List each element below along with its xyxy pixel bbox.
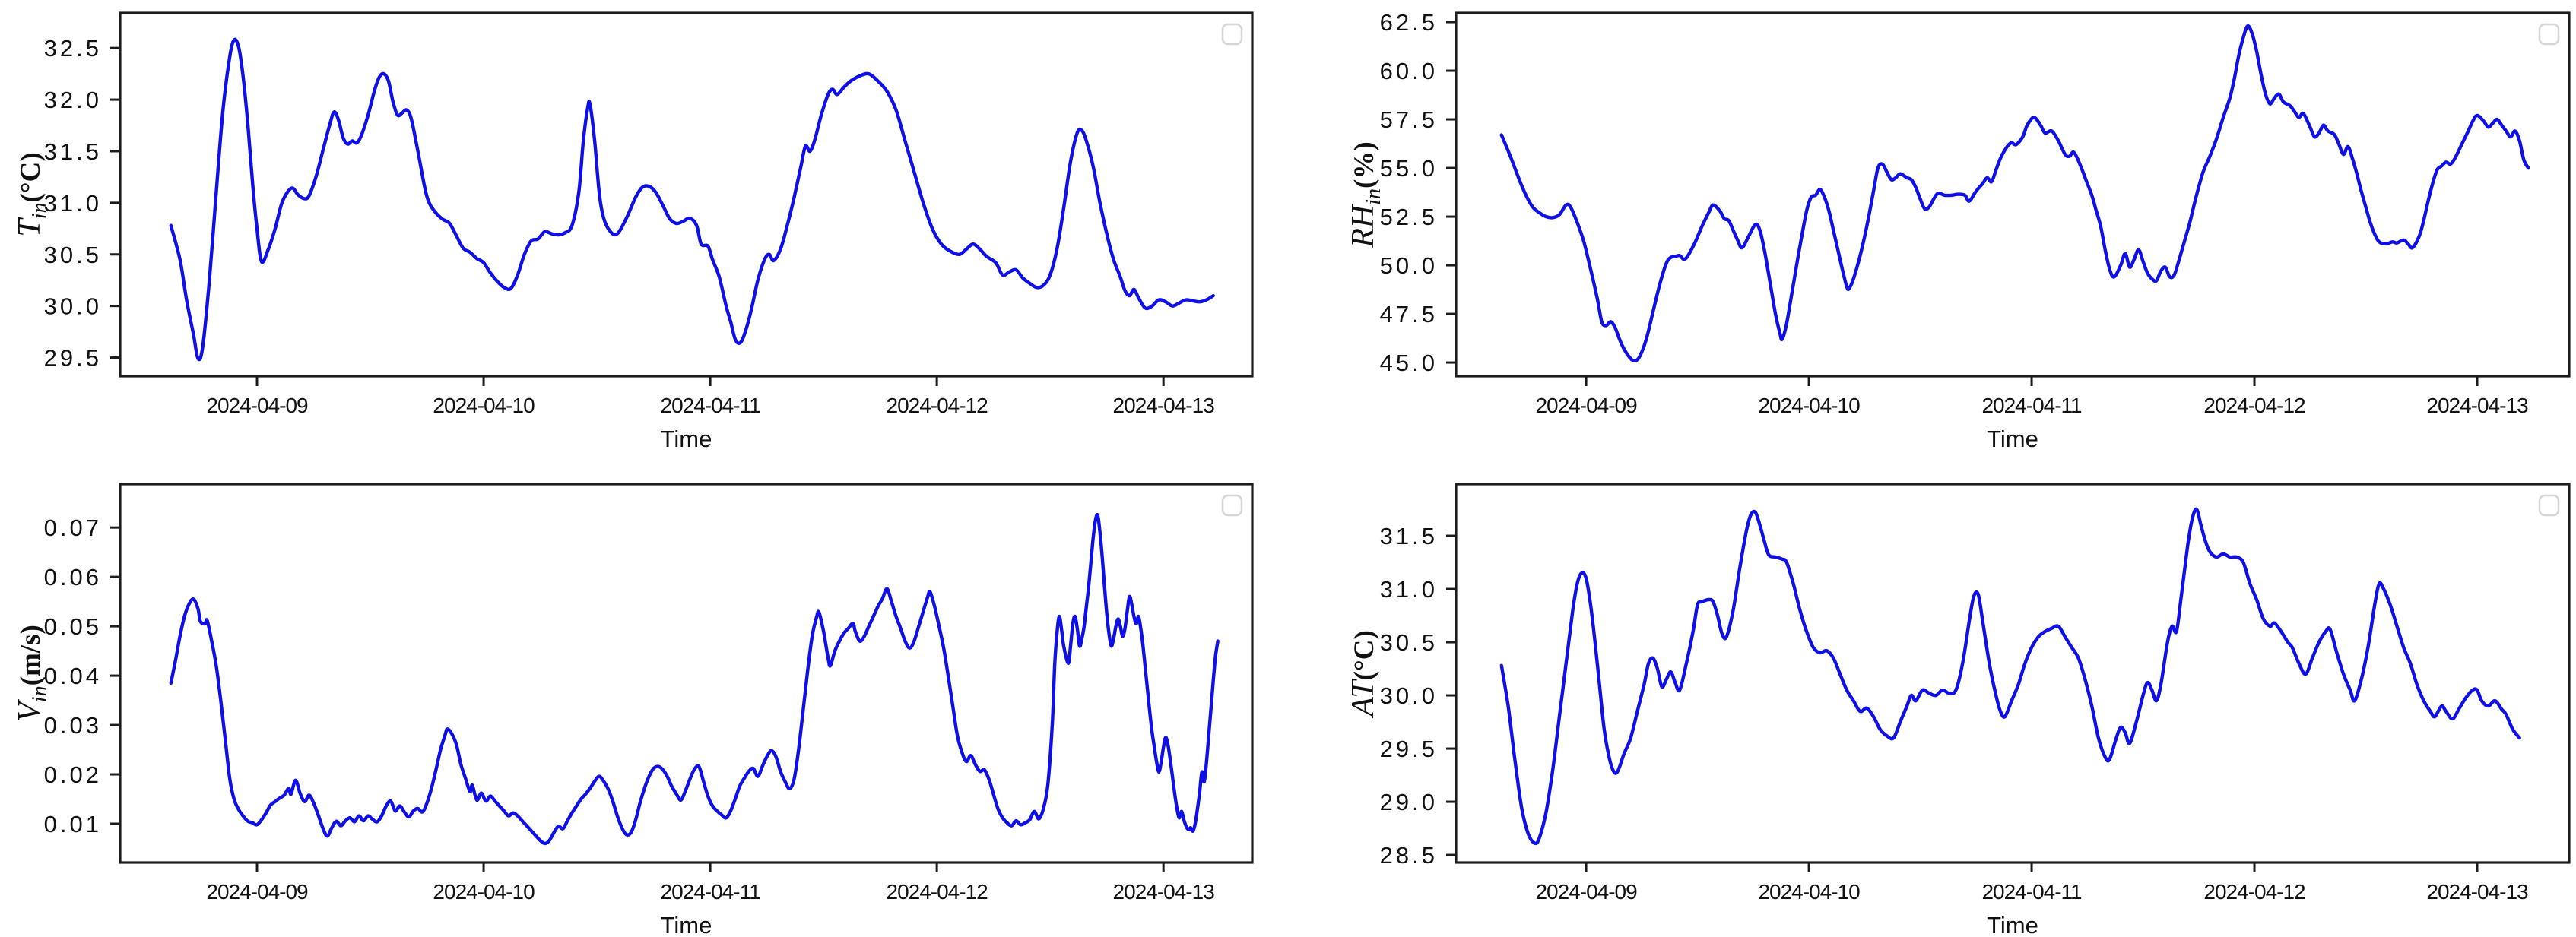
tin-xtick-label-0: 2024-04-09: [206, 394, 308, 417]
vin-xtick-label-0: 2024-04-09: [206, 880, 308, 904]
rhin-ytick-label-7: 45.0: [1380, 350, 1438, 376]
at-series-line-AT: [1499, 507, 2521, 846]
tin-ytick-label-6: 29.5: [44, 345, 102, 372]
vin-xtick-label-1: 2024-04-10: [433, 880, 535, 904]
rhin-xtick-label-2: 2024-04-11: [1981, 394, 2082, 417]
at-xaxis-label: Time: [1987, 912, 2038, 937]
tin-plot-spines: [119, 11, 1254, 378]
tin-ytick-label-1: 32.0: [44, 87, 102, 113]
rhin-ytick-label-2: 57.5: [1380, 106, 1438, 133]
at-ytick-label-0: 31.5: [1380, 523, 1438, 549]
at-ytick-label-3: 30.0: [1380, 682, 1438, 709]
rhin-ytick-label-5: 50.0: [1380, 252, 1438, 279]
vin-plot-spines: [119, 483, 1254, 864]
tin-ytick-label-5: 30.0: [44, 293, 102, 320]
rhin-series-line-RHin: [1499, 24, 2530, 362]
vin-series-line-Vin: [169, 512, 1220, 846]
rhin-xtick-label-4: 2024-04-13: [2426, 394, 2528, 417]
at-xtick-label-0: 2024-04-09: [1535, 880, 1637, 904]
tin-legend-box: [1221, 23, 1243, 46]
vin-yaxis-label: Vin(m/s): [12, 625, 52, 722]
rhin-xaxis-label: Time: [1987, 426, 2038, 452]
tin-xtick-label-4: 2024-04-13: [1113, 394, 1215, 417]
tin-yaxis-label: Tin(°C): [12, 152, 52, 236]
vin-xtick-label-4: 2024-04-13: [1113, 880, 1215, 904]
rhin-xtick-label-3: 2024-04-12: [2203, 394, 2305, 417]
tin-ytick-label-4: 30.5: [44, 242, 102, 268]
vin-ytick-label-6: 0.01: [44, 811, 102, 837]
rhin-chart: 62.5 60.0 57.5 55.0 52.5 50.0 47.5 45.0 2024-04-…: [1346, 9, 2571, 452]
tin-xtick-label-1: 2024-04-10: [433, 394, 535, 417]
at-plot-spines: [1455, 483, 2571, 864]
at-ytick-label-5: 29.0: [1380, 789, 1438, 815]
rhin-ytick-label-0: 62.5: [1380, 9, 1438, 36]
at-ytick-label-1: 31.0: [1380, 576, 1438, 603]
vin-ytick-label-4: 0.03: [44, 712, 102, 739]
vin-xtick-label-3: 2024-04-12: [887, 880, 988, 904]
rhin-yaxis-label: RHin(%): [1346, 141, 1385, 248]
rhin-ytick-label-3: 55.0: [1380, 155, 1438, 182]
rhin-ytick-label-6: 47.5: [1380, 301, 1438, 328]
vin-ytick-label-3: 0.04: [44, 663, 102, 689]
at-ytick-label-2: 30.5: [1380, 629, 1438, 656]
vin-ytick-label-2: 0.05: [44, 613, 102, 640]
rhin-legend-box: [2538, 23, 2560, 46]
tin-xaxis-label: Time: [661, 426, 712, 452]
at-ytick-label-4: 29.5: [1380, 736, 1438, 762]
vin-ytick-label-5: 0.02: [44, 761, 102, 788]
vin-ytick-label-0: 0.07: [44, 514, 102, 541]
tin-xtick-label-2: 2024-04-11: [661, 394, 761, 417]
vin-legend-box: [1221, 494, 1243, 517]
at-xtick-label-2: 2024-04-11: [1981, 880, 2082, 904]
vin-xaxis-label: Time: [661, 912, 712, 937]
at-chart: 31.5 31.0 30.5 30.0 29.5 29.0 28.5 2024-04-09 20…: [1346, 483, 2571, 937]
rhin-plot-spines: [1455, 11, 2571, 378]
tin-xtick-label-3: 2024-04-12: [887, 394, 988, 417]
vin-xtick-label-2: 2024-04-11: [661, 880, 761, 904]
tin-series-line-Tin: [169, 37, 1215, 362]
vin-ytick-label-1: 0.06: [44, 564, 102, 590]
tin-chart: 32.5 32.0 31.5 31.0 30.5 30.0 29.5 2024-04-09 20…: [12, 11, 1254, 452]
at-xtick-label-3: 2024-04-12: [2203, 880, 2305, 904]
at-ytick-label-6: 28.5: [1380, 842, 1438, 869]
at-yaxis-label: AT(°C): [1346, 630, 1381, 719]
tin-ytick-label-2: 31.5: [44, 138, 102, 165]
rhin-ytick-label-1: 60.0: [1380, 58, 1438, 84]
vin-chart: 0.07 0.06 0.05 0.04 0.03 0.02 0.01 2024-04-09 20…: [12, 483, 1254, 937]
rhin-xtick-label-1: 2024-04-10: [1758, 394, 1860, 417]
tin-ytick-label-0: 32.5: [44, 35, 102, 62]
tin-ytick-label-3: 31.0: [44, 190, 102, 217]
at-xtick-label-4: 2024-04-13: [2426, 880, 2528, 904]
at-legend-box: [2538, 494, 2560, 517]
rhin-ytick-label-4: 52.5: [1380, 204, 1438, 230]
rhin-xtick-label-0: 2024-04-09: [1535, 394, 1637, 417]
at-xtick-label-1: 2024-04-10: [1758, 880, 1860, 904]
